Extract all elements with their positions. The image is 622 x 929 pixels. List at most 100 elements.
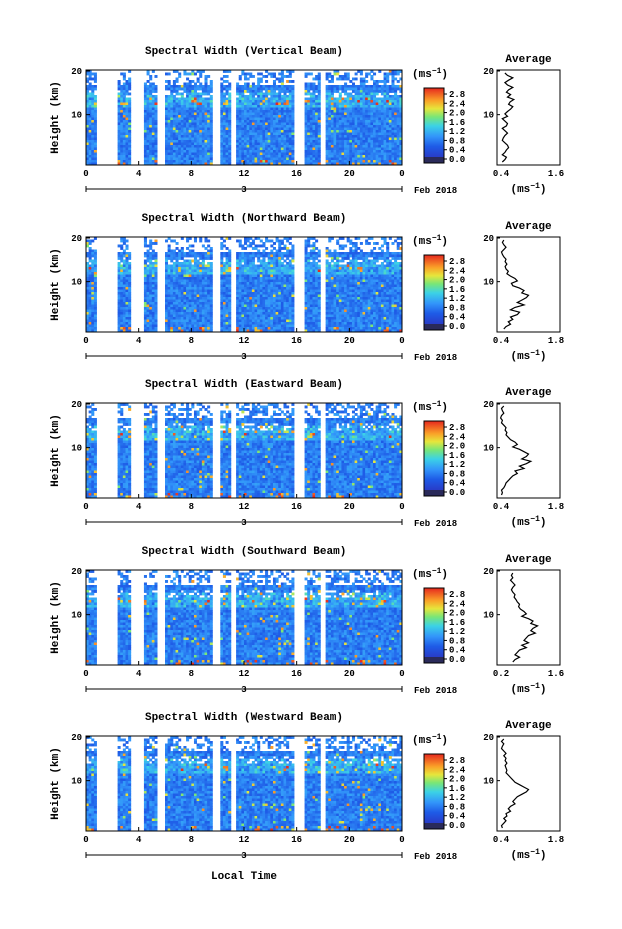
heatmap-cell (388, 72, 392, 76)
heatmap-cell (251, 130, 255, 133)
heatmap-cell (330, 120, 334, 123)
heatmap-cell (86, 100, 90, 103)
heatmap-cell (241, 264, 245, 268)
heatmap-cell (249, 145, 253, 148)
heatmap-cell (143, 327, 147, 330)
heatmap-cell (93, 85, 97, 88)
heatmap-cell (175, 80, 179, 83)
heatmap-cell (257, 100, 261, 103)
heatmap-cell (170, 125, 174, 128)
heatmap-cell (275, 252, 279, 255)
heatmap-cell (251, 152, 255, 156)
heatmap-cell (365, 145, 369, 148)
heatmap-cell (209, 302, 213, 305)
heatmap-cell (275, 160, 279, 163)
heatmap-cell (193, 157, 197, 161)
heatmap-cell (236, 297, 240, 300)
heatmap-cell (241, 120, 245, 123)
heatmap-cell (241, 294, 245, 298)
heatmap-cell (270, 299, 274, 303)
heatmap-cell (317, 102, 321, 106)
heatmap-cell (172, 287, 176, 290)
heatmap-cell (351, 135, 355, 138)
heatmap-cell (151, 309, 155, 313)
heatmap-cell (391, 77, 395, 81)
heatmap-cell (128, 279, 132, 283)
heatmap-cell (151, 120, 155, 123)
heatmap-cell (254, 90, 258, 93)
heatmap-cell (362, 90, 366, 93)
heatmap-cell (307, 132, 311, 136)
heatmap-cell (225, 142, 229, 146)
heatmap-cell (225, 125, 229, 128)
heatmap-cell (207, 115, 211, 118)
heatmap-cell (120, 302, 124, 305)
heatmap-cell (362, 112, 366, 116)
heatmap-cell (125, 262, 129, 265)
heatmap-cell (251, 294, 255, 298)
heatmap-cell (167, 147, 171, 151)
heatmap-cell (222, 97, 226, 101)
heatmap-cell (225, 237, 229, 240)
y-tick-label: 10 (71, 111, 82, 121)
heatmap-cell (370, 95, 374, 98)
heatmap-cell (280, 122, 284, 126)
heatmap-cell (193, 317, 197, 320)
heatmap-cell (209, 327, 213, 330)
heatmap-cell (186, 299, 190, 303)
heatmap-cell (143, 267, 147, 270)
heatmap-cell (391, 135, 395, 138)
heatmap-cell (325, 122, 329, 126)
heatmap-cell (86, 80, 90, 83)
heatmap-cell (259, 269, 263, 273)
heatmap-cell (222, 87, 226, 91)
heatmap-cell (338, 152, 342, 156)
heatmap-cell (357, 137, 361, 141)
heatmap-cell (246, 135, 250, 138)
heatmap-cell (143, 329, 147, 333)
heatmap-cell (178, 284, 182, 288)
heatmap-cell (375, 80, 379, 83)
heatmap-cell (388, 90, 392, 93)
heatmap-cell (336, 142, 340, 146)
heatmap-cell (193, 252, 197, 255)
heatmap-cell (270, 120, 274, 123)
heatmap-cell (196, 115, 200, 118)
heatmap-cell (191, 130, 195, 133)
heatmap-cell (375, 100, 379, 103)
heatmap-cell (222, 132, 226, 136)
heatmap-cell (199, 254, 203, 258)
heatmap-cell (193, 142, 197, 146)
heatmap-cell (143, 322, 147, 325)
heatmap-cell (383, 77, 387, 81)
heatmap-cell (201, 97, 205, 101)
heatmap-cell (396, 120, 400, 123)
heatmap-cell (386, 105, 390, 108)
heatmap-cell (149, 145, 153, 148)
heatmap-cell (222, 277, 226, 280)
heatmap-cell (336, 117, 340, 121)
heatmap-cell (236, 319, 240, 323)
heatmap-cell (286, 90, 290, 93)
heatmap-cell (209, 152, 213, 156)
heatmap-cell (388, 95, 392, 98)
heatmap-cell (146, 307, 150, 310)
heatmap-cell (183, 97, 187, 101)
heatmap-cell (207, 277, 211, 280)
heatmap-cell (259, 132, 263, 136)
heatmap-cell (388, 112, 392, 116)
heatmap-cell (241, 252, 245, 255)
heatmap-cell (386, 127, 390, 131)
heatmap-cell (93, 254, 97, 258)
heatmap-cell (275, 249, 279, 253)
heatmap-cell (146, 329, 150, 333)
heatmap-cell (275, 254, 279, 258)
heatmap-cell (396, 142, 400, 146)
heatmap-cell (196, 135, 200, 138)
heatmap-cell (267, 102, 271, 106)
heatmap-cell (357, 110, 361, 113)
heatmap-cell (241, 282, 245, 285)
heatmap-cell (325, 75, 329, 78)
heatmap-cell (191, 279, 195, 283)
heatmap-cell (199, 267, 203, 270)
